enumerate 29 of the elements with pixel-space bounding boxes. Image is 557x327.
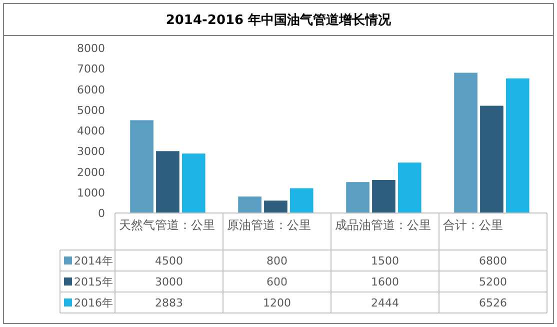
data-label: 5200: [479, 276, 507, 288]
legend: 2016年: [74, 296, 113, 310]
ytick: 8000: [77, 42, 105, 55]
category: 天然气管道：公里: [119, 218, 215, 232]
data-label: 600: [266, 276, 288, 288]
category: 原油管道：公里: [227, 218, 311, 232]
legend: 2014年: [74, 254, 113, 268]
ytick: 5000: [77, 104, 105, 117]
data-label: 4500: [155, 254, 183, 268]
data-label: 6526: [479, 296, 507, 310]
ytick: 3000: [77, 145, 105, 158]
data-label: 1200: [263, 296, 291, 310]
ytick: 0: [98, 207, 105, 220]
data-label: 3000: [155, 276, 183, 288]
ytick: 4000: [77, 124, 105, 138]
category: 成品油管道：公里: [335, 218, 431, 232]
data-label: 6800: [479, 254, 507, 268]
ytick: 7000: [77, 62, 105, 76]
data-label: 2444: [371, 296, 399, 310]
title: 2014-2016 年中国油气管道增长情况: [166, 13, 392, 28]
data-label: 1600: [371, 276, 399, 288]
data-label: 2883: [155, 296, 183, 310]
data-label: 800: [266, 254, 288, 268]
data-label: 1500: [371, 254, 399, 268]
category: 合计：公里: [443, 218, 503, 232]
legend: 2015年: [74, 276, 113, 288]
ytick: 1000: [77, 186, 105, 200]
ytick: 6000: [77, 83, 105, 96]
ytick: 2000: [77, 166, 105, 179]
